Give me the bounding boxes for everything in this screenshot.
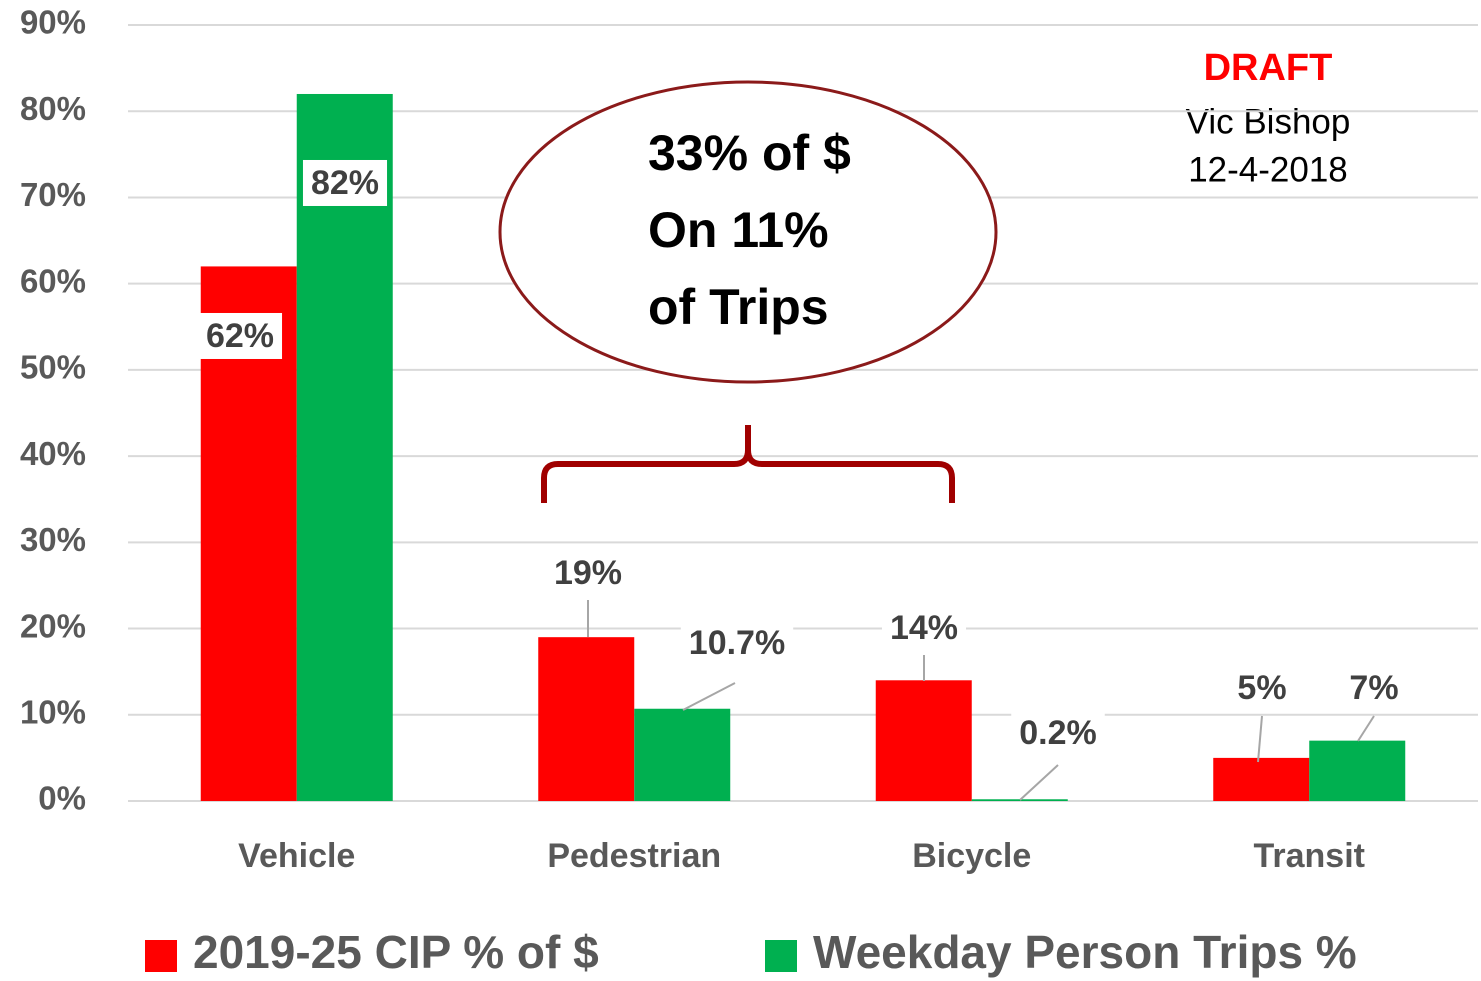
- bar: [1309, 740, 1406, 801]
- y-tick-label: 20%: [20, 607, 86, 644]
- y-tick-label: 0%: [38, 780, 86, 817]
- y-tick-label: 70%: [20, 176, 86, 213]
- leader-line: [1357, 715, 1375, 742]
- bar: [1213, 757, 1310, 801]
- value-label: 62%: [206, 317, 274, 355]
- x-tick-label: Pedestrian: [547, 837, 721, 875]
- leader-line: [1257, 715, 1263, 763]
- leader-line: [1019, 764, 1059, 801]
- bar: [875, 680, 972, 801]
- value-label: 19%: [554, 554, 622, 592]
- callout-text: On 11%: [648, 202, 829, 258]
- brace: [541, 425, 955, 503]
- y-tick-label: 40%: [20, 435, 86, 472]
- author-note: Vic Bishop: [1186, 102, 1351, 141]
- x-tick-label: Vehicle: [238, 837, 355, 875]
- callout-text: 33% of $: [648, 125, 851, 181]
- y-tick-label: 90%: [20, 4, 86, 41]
- legend-swatch: [765, 940, 797, 972]
- label-background: [545, 549, 631, 596]
- legend-swatch: [145, 940, 177, 972]
- leader-line: [682, 682, 736, 711]
- value-label: 10.7%: [689, 624, 785, 662]
- label-background: [881, 604, 967, 651]
- date-note: 12-4-2018: [1188, 150, 1348, 189]
- x-tick-label: Bicycle: [912, 837, 1031, 875]
- y-tick-label: 80%: [20, 90, 86, 127]
- label-background: [197, 312, 283, 359]
- y-tick-label: 60%: [20, 262, 86, 299]
- value-label: 82%: [311, 164, 379, 202]
- label-background: [1229, 664, 1295, 711]
- value-label: 0.2%: [1019, 714, 1097, 752]
- x-tick-label: Transit: [1254, 837, 1365, 875]
- label-background: [680, 619, 794, 666]
- label-background: [302, 159, 388, 206]
- legend-label: Weekday Person Trips %: [813, 926, 1357, 978]
- callout-ellipse: [498, 80, 998, 384]
- label-background: [1341, 664, 1407, 711]
- bar: [634, 708, 731, 801]
- y-tick-label: 30%: [20, 521, 86, 558]
- y-tick-label: 50%: [20, 349, 86, 386]
- value-label: 14%: [890, 609, 958, 647]
- value-label: 7%: [1349, 669, 1398, 707]
- bar: [971, 799, 1068, 801]
- bar: [296, 93, 393, 801]
- legend-label: 2019-25 CIP % of $: [193, 926, 599, 978]
- bar: [538, 637, 635, 801]
- draft-note: DRAFT: [1204, 47, 1333, 89]
- value-label: 5%: [1237, 669, 1286, 707]
- y-tick-label: 10%: [20, 693, 86, 730]
- callout-text: of Trips: [648, 279, 829, 335]
- label-background: [1011, 709, 1105, 756]
